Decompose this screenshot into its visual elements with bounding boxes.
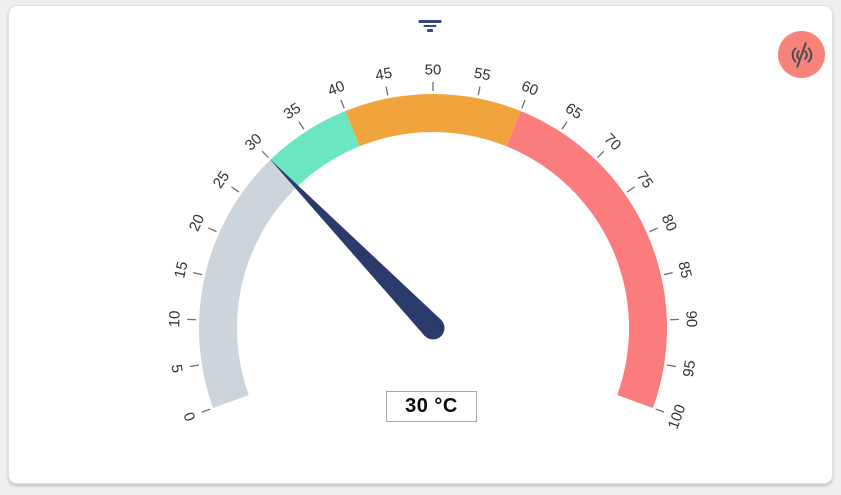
gauge-tick-label: 40 [325, 78, 347, 100]
gauge-tick-label: 20 [186, 212, 208, 234]
gauge-tick-label: 15 [171, 260, 191, 280]
gauge-tick-label: 60 [519, 78, 541, 100]
gauge-tick-label: 80 [658, 212, 680, 234]
gauge-tick-label: 65 [562, 100, 585, 123]
gauge-tick [386, 87, 388, 96]
gauge-tick [190, 365, 199, 366]
gauge-tick-label: 30 [242, 130, 266, 154]
gauge-tick [478, 87, 480, 96]
gauge-tick-label: 35 [281, 100, 304, 123]
gauge-tick [656, 409, 664, 412]
gauge-tick [341, 100, 344, 108]
gauge-tick [627, 187, 634, 192]
gauge-tick-label: 10 [166, 310, 184, 327]
gauge-tick-label: 85 [674, 260, 694, 280]
gauge-tick-label: 55 [472, 65, 492, 85]
gauge-tick [598, 151, 604, 157]
gauge-tick [664, 273, 673, 275]
gauge-tick-label: 45 [374, 65, 394, 85]
gauge-tick-label: 50 [425, 61, 442, 78]
gauge-tick-label: 100 [665, 402, 690, 431]
gauge-tick-label: 5 [167, 363, 185, 374]
gauge-tick-label: 25 [210, 168, 233, 191]
gauge-tick [202, 409, 210, 412]
gauge-tick [650, 228, 658, 232]
gauge-tick [208, 228, 216, 232]
gauge-tick [299, 122, 304, 130]
gauge-tick-label: 90 [682, 310, 700, 327]
gauge-tick [522, 100, 525, 108]
gauge-tick [667, 365, 676, 366]
gauge-tick [193, 273, 202, 275]
gauge-segment-40-60 [345, 94, 520, 146]
gauge-value-label: 30 °C [386, 391, 477, 422]
gauge-tick-label: 0 [180, 410, 199, 424]
gauge-tick [262, 151, 268, 157]
gauge-tick-label: 70 [600, 130, 624, 154]
gauge-tick-label: 95 [680, 359, 699, 378]
gauge-tick-label: 75 [633, 168, 656, 191]
gauge-segment-60-100 [506, 111, 667, 408]
gauge-needle [269, 158, 441, 336]
gauge-tick [231, 187, 238, 192]
gauge-tick [562, 122, 567, 130]
gauge-segment-0-30 [199, 160, 297, 408]
